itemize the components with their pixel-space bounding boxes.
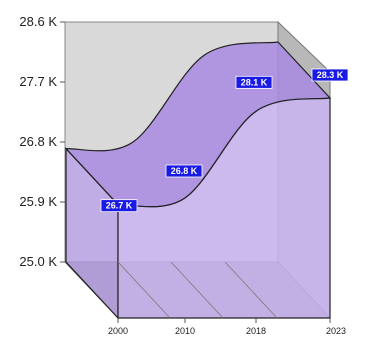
y-tick-label: 25.9 K bbox=[19, 194, 57, 209]
floor-line bbox=[224, 261, 278, 319]
y-axis: 25.0 K 25.9 K 26.8 K 27.7 K 28.6 K bbox=[19, 14, 65, 269]
data-label-text: 26.8 K bbox=[171, 166, 198, 176]
y-tick-label: 28.6 K bbox=[19, 14, 57, 29]
data-label-text: 28.3 K bbox=[317, 70, 344, 80]
y-tick-label: 26.8 K bbox=[19, 134, 57, 149]
x-tick-label: 2018 bbox=[246, 326, 266, 336]
x-tick-label: 2010 bbox=[175, 326, 195, 336]
data-label: 26.8 K bbox=[165, 164, 203, 178]
data-labels: 26.7 K 26.8 K 28.1 K 28.3 K bbox=[100, 68, 349, 213]
data-label-box bbox=[311, 68, 349, 82]
data-label-box bbox=[235, 75, 273, 89]
floor-line bbox=[117, 261, 171, 319]
data-label-text: 28.1 K bbox=[241, 77, 268, 87]
data-label: 26.7 K bbox=[100, 199, 138, 213]
x-axis: 2000 2010 2018 2023 bbox=[108, 318, 346, 336]
data-label: 28.1 K bbox=[235, 75, 273, 89]
floor-line bbox=[170, 261, 224, 319]
data-label-box bbox=[100, 199, 138, 213]
x-tick-label: 2000 bbox=[108, 326, 128, 336]
data-label-text: 26.7 K bbox=[106, 201, 133, 211]
y-tick-label: 27.7 K bbox=[19, 74, 57, 89]
y-tick-label: 25.0 K bbox=[19, 254, 57, 269]
data-label: 28.3 K bbox=[311, 68, 349, 82]
data-label-box bbox=[165, 164, 203, 178]
x-tick-label: 2023 bbox=[326, 326, 346, 336]
area-front-face bbox=[117, 97, 331, 319]
floor-grid bbox=[117, 261, 278, 319]
